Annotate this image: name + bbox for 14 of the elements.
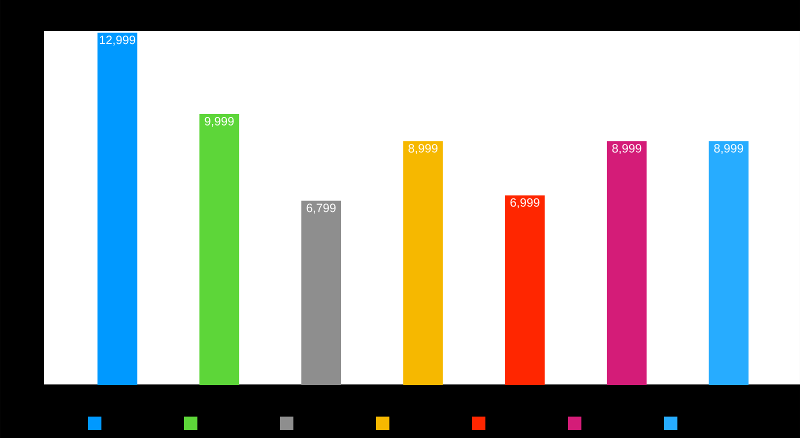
bar [199,114,240,385]
data-label: 8,999 [714,144,744,154]
bar [505,195,545,385]
data-label: 9,999 [204,116,234,127]
bar [403,141,443,385]
data-label: 8,999 [408,144,438,154]
bar [708,141,749,385]
bar [606,141,647,385]
bar [97,32,138,385]
data-label: 8,999 [612,144,642,154]
data-label: 12,999 [100,36,136,46]
data-label: 6,999 [510,198,540,208]
data-label: 6,799 [306,204,336,214]
bar [301,200,342,385]
